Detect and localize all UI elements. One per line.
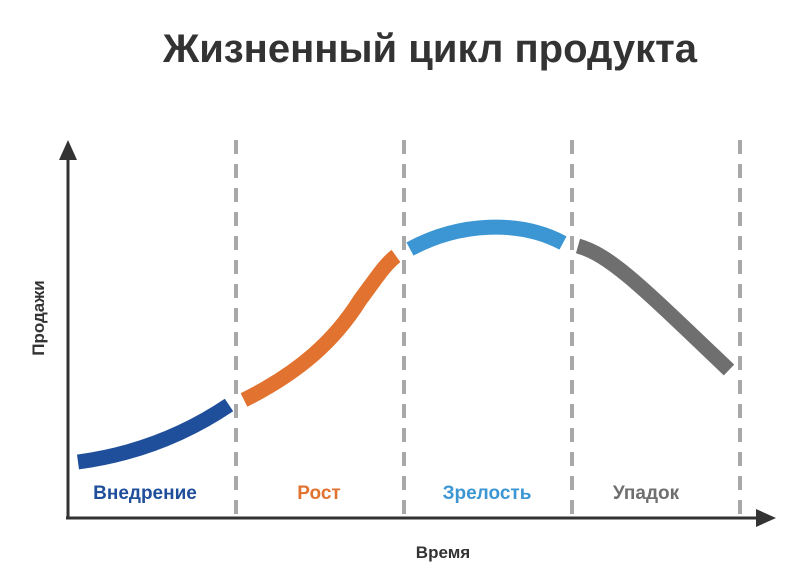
stage-label: Рост xyxy=(297,483,340,504)
stage-label: Зрелость xyxy=(443,483,532,504)
y-axis-label: Продажи xyxy=(29,280,48,356)
stage-label: Упадок xyxy=(613,483,680,504)
y-axis-arrow xyxy=(59,140,77,160)
axes xyxy=(59,140,776,527)
maturity-curve xyxy=(406,219,567,256)
decline-curve xyxy=(575,238,735,376)
introduction-curve xyxy=(76,398,234,470)
stage-label: Внедрение xyxy=(93,483,197,504)
x-axis-arrow xyxy=(756,509,776,527)
x-axis-label: Время xyxy=(416,543,470,562)
title: Жизненный цикл продукта xyxy=(162,27,698,71)
dividers xyxy=(234,140,742,516)
growth-curve xyxy=(240,249,401,407)
